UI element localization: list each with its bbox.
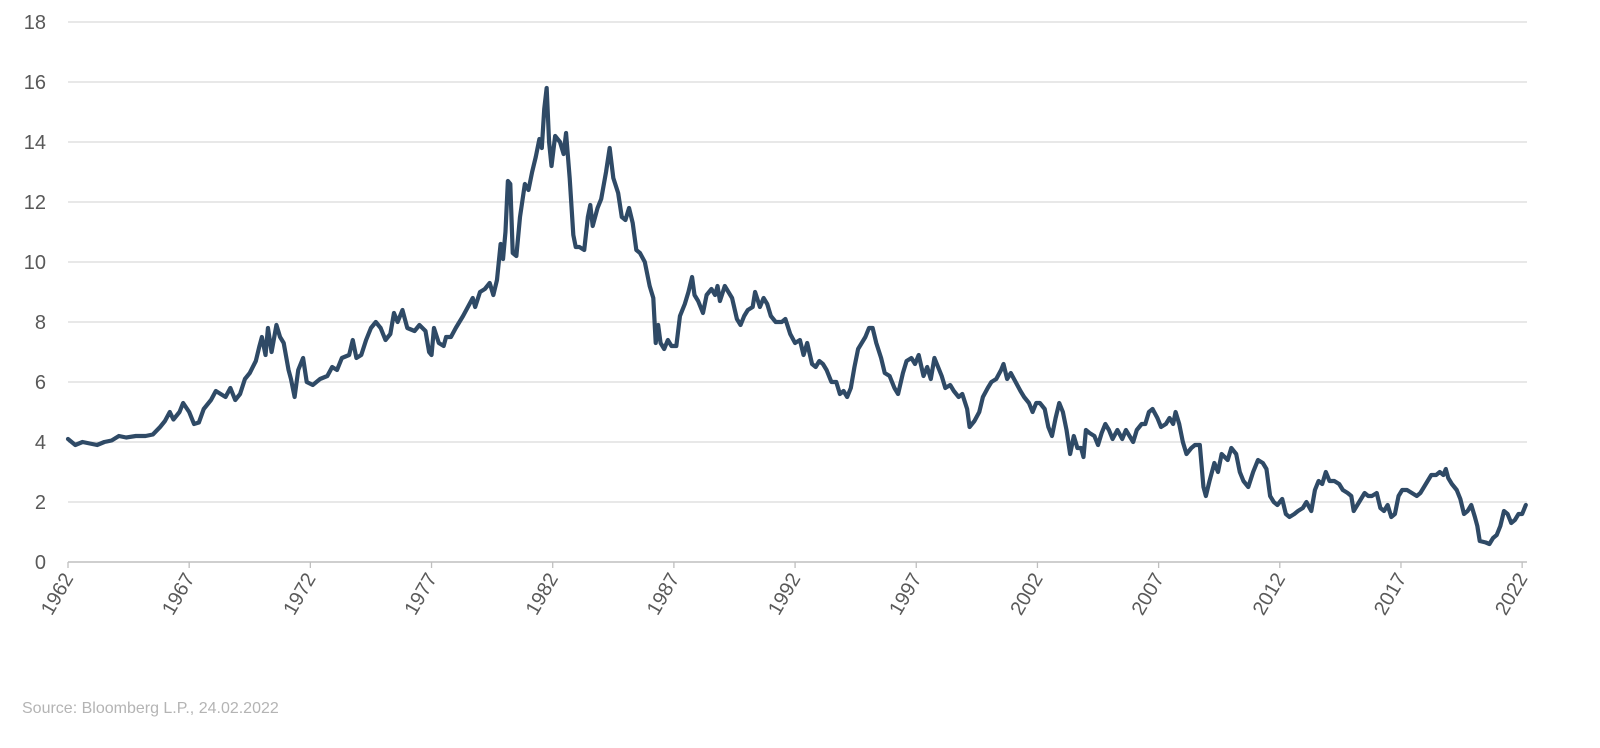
x-tick-label: 2002: [1006, 570, 1047, 620]
y-tick-label: 6: [35, 372, 46, 394]
y-tick-label: 14: [24, 132, 46, 154]
x-tick-label: 2017: [1370, 570, 1411, 620]
y-tick-label: 8: [35, 312, 46, 334]
y-tick-label: 0: [35, 552, 46, 574]
x-tick-label: 2012: [1249, 570, 1290, 620]
x-tick-label: 1977: [401, 570, 442, 620]
y-tick-label: 10: [24, 252, 46, 274]
x-tick-label: 1992: [764, 570, 805, 620]
y-tick-label: 2: [35, 492, 46, 514]
y-tick-label: 18: [24, 12, 46, 34]
y-tick-label: 12: [24, 192, 46, 214]
series-line-0: [65, 85, 1528, 547]
x-tick-label: 1967: [158, 570, 199, 620]
y-axis-ticks: 0 2 4 6 8 10 12 14 16 18: [24, 12, 46, 574]
source-note: Source: Bloomberg L.P., 24.02.2022: [22, 700, 279, 717]
y-tick-label: 16: [24, 72, 46, 94]
x-tick-label: 2022: [1491, 570, 1532, 620]
x-tick-label: 1997: [885, 570, 926, 620]
y-tick-label: 4: [35, 432, 46, 454]
x-tick-label: 1972: [279, 570, 320, 620]
series-group: [65, 85, 1528, 547]
x-tick-label: 1962: [37, 570, 78, 620]
x-axis-ticks: 1962 1967 1972 1977 1982 1987 1992 1997 2002 2007…: [37, 562, 1532, 619]
x-tick-label: 1982: [522, 570, 563, 620]
gridlines: [68, 21, 1527, 503]
x-tick-label: 1987: [643, 570, 684, 620]
x-tick-label: 2007: [1128, 570, 1169, 620]
